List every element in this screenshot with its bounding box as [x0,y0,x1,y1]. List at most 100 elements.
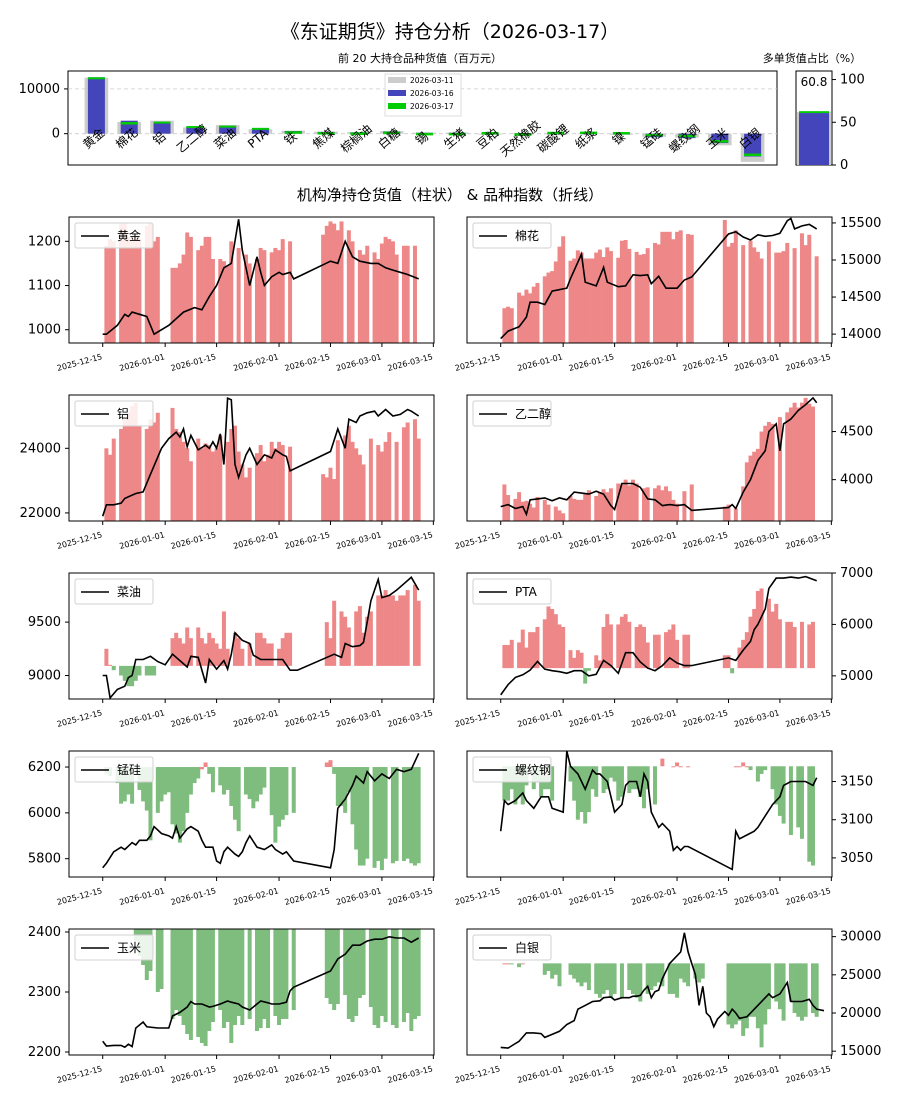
panel-bar [568,963,573,975]
panel-bar [174,929,179,1010]
panel-bar [104,448,109,521]
panel-bar [630,963,635,994]
panel-bar [126,412,131,521]
panel-bar [594,252,599,343]
panel-bar [660,758,665,767]
panel-bar [744,963,749,1029]
panel-bar [557,246,562,343]
panel-bar [387,595,392,666]
panel-bar [542,276,547,343]
panel-x-tick-label: 2026-02-01 [232,708,279,729]
panel-y-tick-label: 3100 [840,813,873,828]
panel-bar [181,767,186,832]
panel-bar [627,621,632,669]
panel-bar [394,254,399,343]
panel-frame [68,216,435,344]
panel-bar [634,963,639,998]
panel-x-tick-label: 2026-01-01 [118,886,165,907]
panel-bar [799,621,804,669]
panel-bar [170,407,175,521]
panel-bar [346,767,351,793]
panel-x-tick-label: 2026-01-15 [568,530,615,551]
top-bar-2026-03-17 [678,134,696,138]
panel-bar [686,634,691,669]
top-category-label: 棕榈油 [337,121,374,156]
panel-棉花: 14000 14500 15000 15500 2025-12-15 2026-01-01… [454,216,881,373]
panel-bar [763,425,768,521]
top-legend-swatch [388,90,406,96]
top-bar-2026-03-17 [580,131,598,135]
panel-legend-label: 黄金 [117,228,141,243]
panel-x-tick-label: 2026-01-01 [118,530,165,551]
panel-bar [394,767,399,861]
panel-bar [247,467,252,521]
panel-bar [792,963,797,1013]
panel-bar [221,929,226,1028]
panel-bar [619,484,624,521]
panel-bar [748,455,753,521]
panel-x-tick-label: 2026-03-01 [733,886,780,907]
panel-bar [550,963,555,979]
panel-bar [376,259,381,343]
panel-x-tick-label: 2026-02-01 [232,530,279,551]
panel-bar [781,251,786,343]
panel-bar [390,929,395,1025]
panel-x-tick-label: 2026-02-01 [232,1064,279,1085]
panel-y-tick-label: 9000 [28,669,61,684]
panel-bar [700,963,705,979]
top-bar-2026-03-17 [514,133,532,136]
panel-bar [196,767,201,779]
panel-bar [770,611,775,669]
panel-bar [542,499,547,521]
panel-bar [258,767,263,795]
panel-bar [280,929,285,1019]
panel-bar [240,464,245,521]
panel-bar [291,767,296,813]
panels-section-title: 机构净持仓货值（柱状） & 品种指数（折线） [297,186,603,204]
panel-bar [733,766,738,768]
panel-bar [405,422,410,521]
panel-x-tick-label: 2026-03-01 [733,352,780,373]
panel-bar [682,634,687,669]
panel-bar [741,963,746,1036]
panel-bar [557,963,562,987]
panel-bar [210,638,215,666]
panel-bar [225,265,230,343]
panel-bar [616,257,621,343]
panel-bar [214,643,219,666]
panel-bar [210,929,215,1022]
panel-bar [104,245,109,343]
panel-bar [506,306,511,343]
panel-bar [221,261,226,343]
panel-x-tick-label: 2026-03-01 [733,1064,780,1085]
top-bar-2026-03-16 [219,125,237,134]
top-bar-2026-03-17 [448,132,466,136]
panel-bar [203,929,208,1046]
panel-bar [653,766,658,805]
panel-bar [741,639,746,669]
panel-bar [627,248,632,343]
panel-bar [357,767,362,866]
panel-bar [148,665,153,676]
panel-x-tick-label: 2026-03-15 [387,1064,434,1085]
panel-bar [383,767,388,859]
panel-bar [236,929,241,1016]
panel-bar [517,642,522,669]
panel-bar [586,766,591,813]
panel-bar [586,963,591,991]
panel-锰硅: 5800 6000 6200 2025-12-15 2026-01-01 2026-01-… [28,750,435,907]
panel-bar [656,244,661,343]
top-bar-2026-03-17 [612,131,630,135]
panel-bar [277,648,282,666]
panel-bar [416,438,421,521]
panel-bar [232,425,237,521]
panel-x-tick-label: 2026-01-15 [170,886,217,907]
panel-bar [597,249,602,343]
panel-bar [258,247,263,343]
panel-bar [236,638,241,666]
panel-x-tick-label: 2026-02-01 [232,352,279,373]
panel-bar [520,295,525,343]
panel-x-tick-label: 2026-01-01 [118,1064,165,1085]
panel-bar [788,407,793,521]
panel-bar [357,250,362,343]
